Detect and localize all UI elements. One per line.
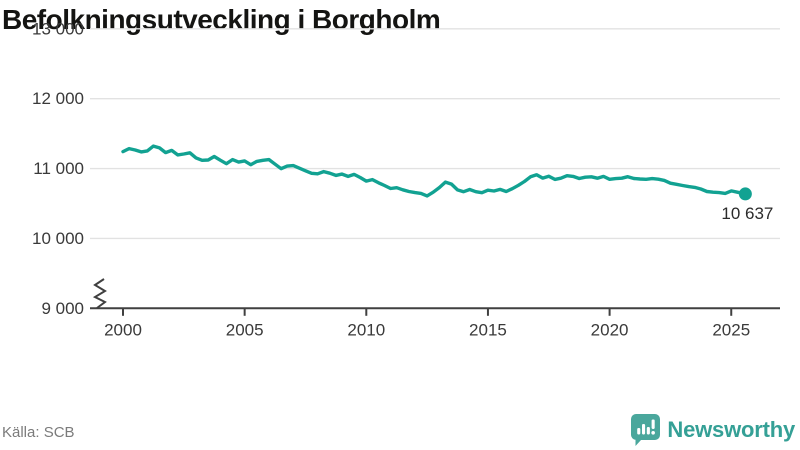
y-axis-tick-label: 12 000 [32,89,84,108]
last-value-label: 10 637 [721,204,773,223]
chart-title: Befolkningsutveckling i Borgholm [2,4,441,35]
x-axis-tick-label: 2015 [469,320,507,339]
last-point-marker [738,187,752,201]
axis-break-icon [92,278,107,309]
newsworthy-wordmark: Newsworthy [667,417,795,442]
y-axis-tick-label: 10 000 [32,229,84,248]
x-axis-tick-label: 2000 [104,320,142,339]
newsworthy-logo: Newsworthy [631,414,795,446]
x-axis-tick-label: 2005 [226,320,264,339]
y-axis-tick-label: 13 000 [32,19,84,38]
y-axis-tick-label: 9 000 [41,299,84,318]
newsworthy-speech-bubble-bar-chart-icon [631,414,661,446]
x-axis-tick-label: 2020 [591,320,629,339]
source-label: Källa: SCB [2,424,75,441]
population-line-chart: 13 000 12 000 11 000 10 000 9 000 2000 2005 201… [32,19,780,339]
population-line [121,144,748,198]
x-axis-tick-label: 2025 [712,320,750,339]
y-axis-tick-label: 11 000 [33,159,84,178]
x-axis-tick-label: 2010 [347,320,385,339]
